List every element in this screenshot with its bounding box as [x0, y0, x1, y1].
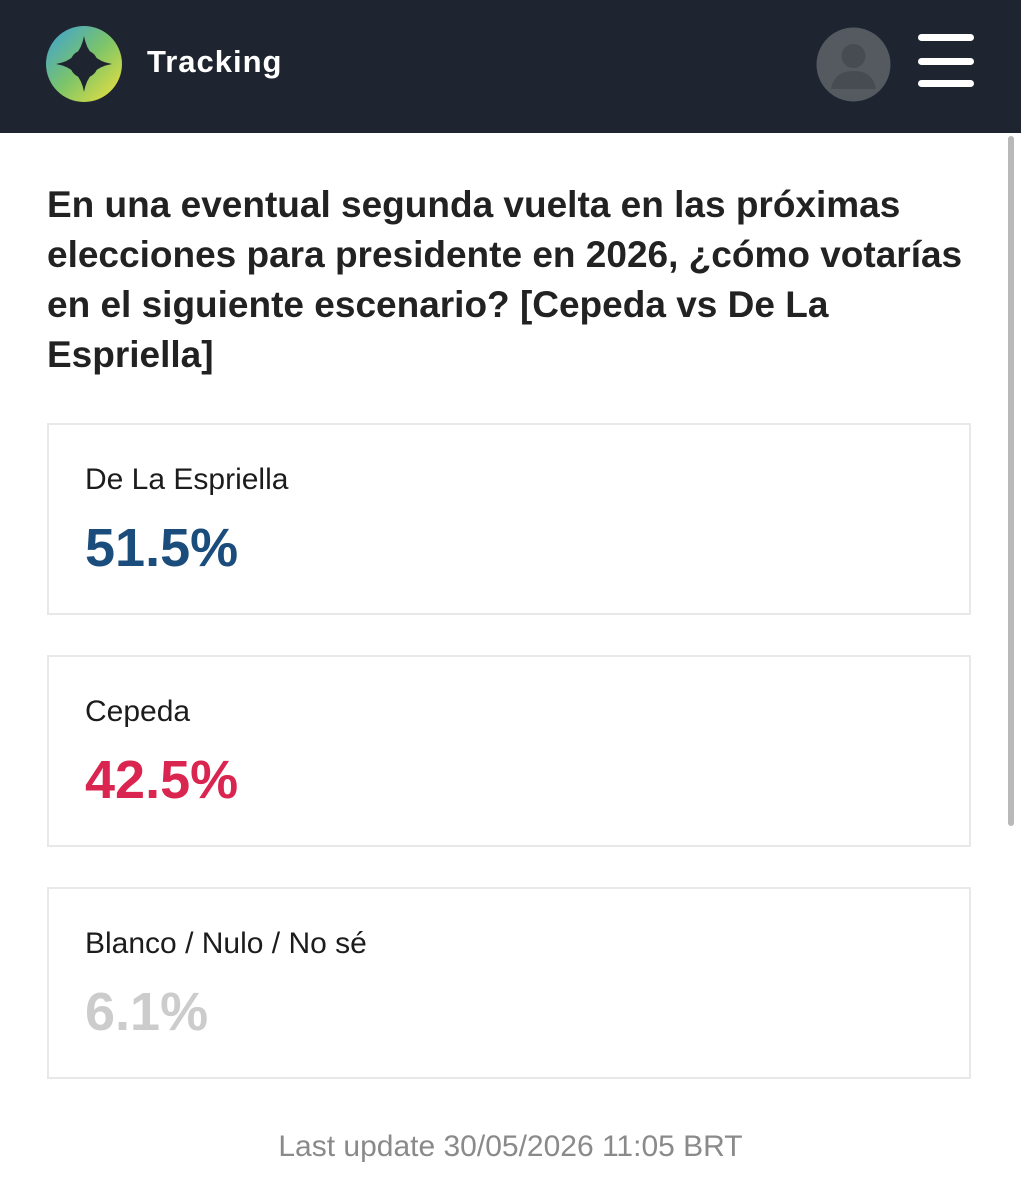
avatar[interactable]: [816, 27, 891, 102]
scrollbar[interactable]: [1008, 136, 1014, 826]
menu-button[interactable]: [918, 34, 976, 90]
result-card: De La Espriella 51.5%: [47, 423, 971, 615]
logo[interactable]: [46, 26, 122, 102]
top-bar: Tracking: [0, 0, 1021, 133]
option-name: Cepeda: [85, 695, 191, 728]
result-card: Blanco / Nulo / No sé 6.1%: [47, 887, 971, 1079]
menu-line: [918, 34, 974, 41]
option-name: De La Espriella: [85, 463, 289, 496]
brand-title: Tracking: [147, 44, 283, 79]
option-value: 42.5%: [85, 750, 239, 810]
last-update: Last update 30/05/2026 11:05 BRT: [278, 1130, 743, 1163]
option-name: Blanco / Nulo / No sé: [85, 927, 367, 960]
result-card: Cepeda 42.5%: [47, 655, 971, 847]
question: En una eventual segunda vuelta en las pr…: [47, 184, 963, 375]
option-value: 6.1%: [85, 982, 209, 1042]
menu-line: [918, 58, 974, 65]
option-value: 51.5%: [85, 518, 239, 578]
menu-line: [918, 80, 974, 87]
